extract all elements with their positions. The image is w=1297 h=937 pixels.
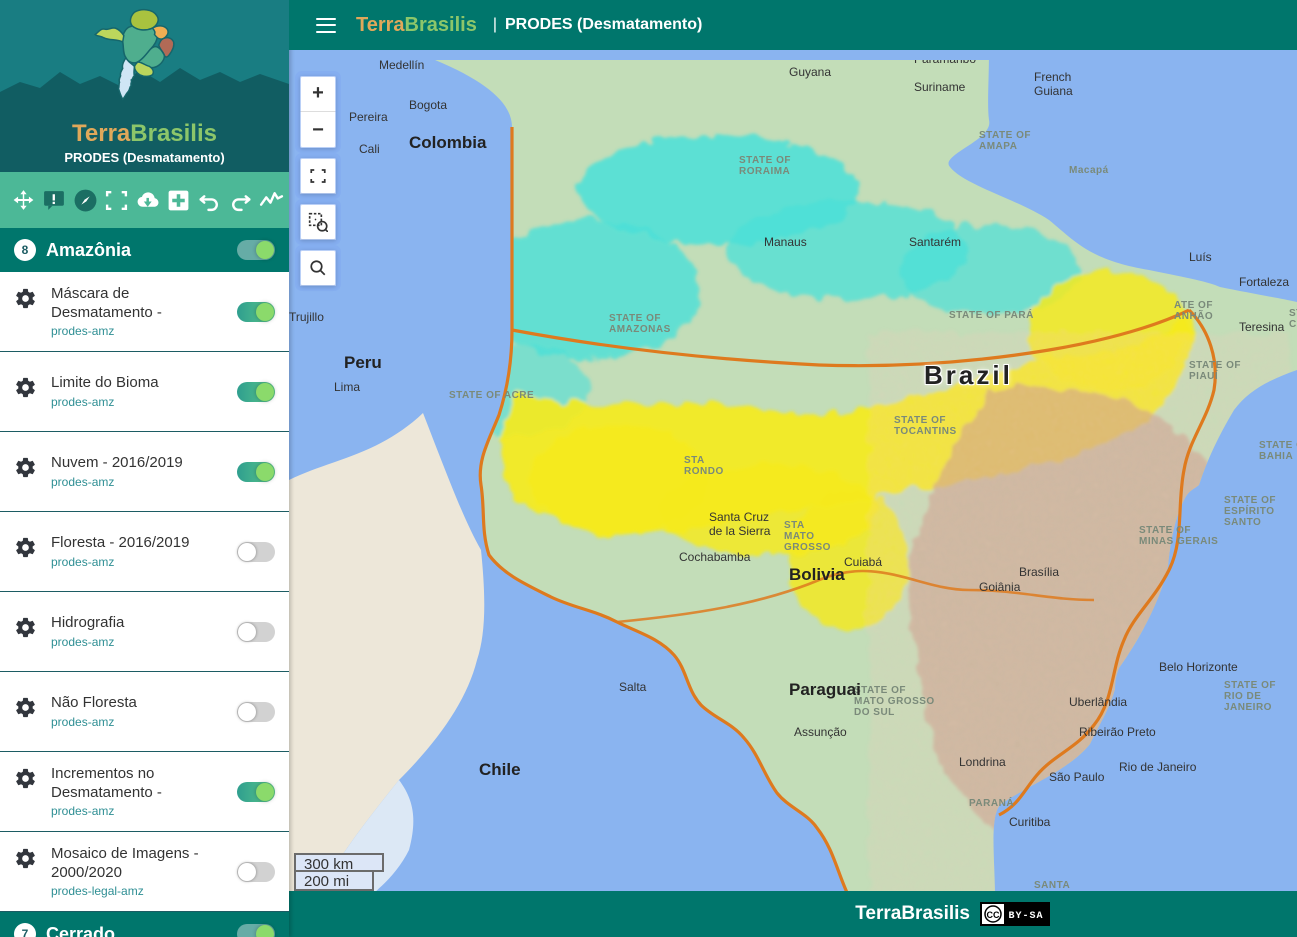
- svg-text:BY-SA: BY-SA: [1008, 911, 1043, 922]
- svg-text:CC: CC: [987, 910, 1000, 920]
